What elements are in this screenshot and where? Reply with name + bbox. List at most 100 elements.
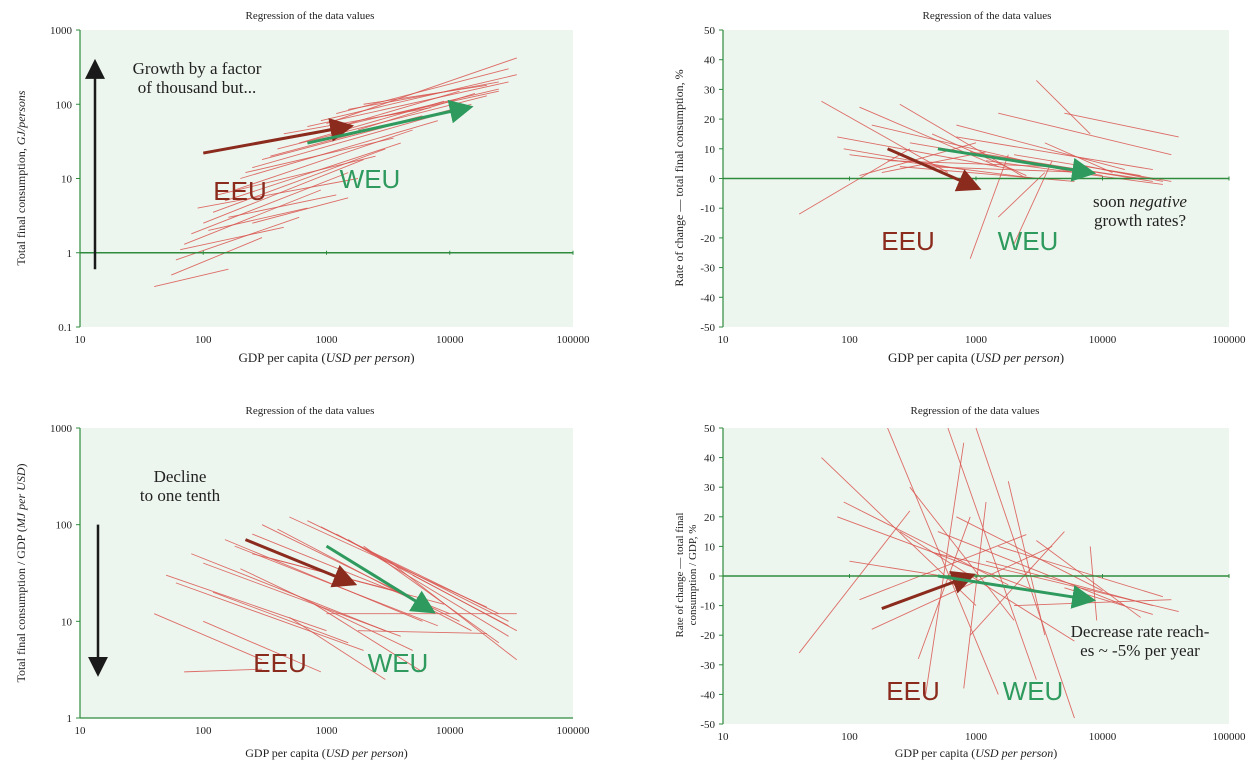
x-tick-label: 100 xyxy=(841,334,858,346)
regression-line xyxy=(245,137,394,174)
annotation-text: of thousand but... xyxy=(138,78,257,97)
y-tick-label: 20 xyxy=(704,512,716,524)
regression-line xyxy=(1064,112,1179,138)
regression-line xyxy=(203,620,322,673)
regression-line xyxy=(956,124,1125,171)
annotation-span: soon xyxy=(1093,192,1129,211)
y-tick-label: 100 xyxy=(56,99,73,111)
x-tick-label: 100000 xyxy=(557,725,591,737)
regression-line xyxy=(849,154,1037,179)
y-tick-label: 10 xyxy=(704,541,716,553)
eeu-trend-arrow xyxy=(244,538,358,588)
regression-line xyxy=(171,237,263,276)
regression-line xyxy=(909,486,1015,621)
y-axis-label-part: Total final consumption, xyxy=(14,145,28,265)
x-axis-label: GDP per capita (USD per person) xyxy=(245,746,408,760)
annotation-text: growth rates? xyxy=(1094,211,1186,230)
regression-line xyxy=(224,539,423,622)
annotation-text: to one tenth xyxy=(140,486,221,505)
x-axis-label-part: ) xyxy=(1053,746,1057,760)
x-tick-label: 100 xyxy=(841,731,858,743)
x-axis-label: GDP per capita (USD per person) xyxy=(895,746,1058,760)
eeu-label: EEU xyxy=(881,226,934,256)
x-axis-label-part: GDP per capita ( xyxy=(238,350,325,365)
regression-line xyxy=(975,427,1075,719)
regression-line xyxy=(843,501,1009,586)
chart-panel-2: Regression of the data values -50 -40 -30 -2… xyxy=(672,10,1246,365)
x-tick-label: 10000 xyxy=(436,334,464,346)
y-tick-label: 30 xyxy=(704,84,716,96)
annotation-text: Growth by a factor xyxy=(133,59,262,78)
y-tick-label: 0 xyxy=(710,571,716,583)
x-axis-label-part: GDP per capita ( xyxy=(888,350,975,365)
regression-line xyxy=(252,197,349,224)
eeu-trend-arrow xyxy=(886,147,982,192)
y-tick-label: 40 xyxy=(704,55,716,67)
x-axis-label-part: ) xyxy=(410,350,414,365)
y-axis-label-italic: MJ per USD xyxy=(14,467,28,529)
y-tick-label: -20 xyxy=(700,233,715,245)
regression-line xyxy=(412,574,509,627)
regression-line xyxy=(859,534,1027,601)
regression-line xyxy=(203,562,401,637)
x-axis-label-part: ) xyxy=(1060,350,1064,365)
eeu-label: EEU xyxy=(253,648,306,678)
regression-line xyxy=(963,501,987,689)
regression-line xyxy=(932,551,1179,612)
x-axis-label-italic: USD per person xyxy=(326,746,404,760)
regression-line xyxy=(1007,481,1046,636)
x-axis-label: GDP per capita (USD per person) xyxy=(888,350,1064,365)
regression-line xyxy=(899,531,1075,642)
y-tick-label: 10 xyxy=(61,616,73,628)
regression-line xyxy=(1013,160,1053,245)
regression-line xyxy=(821,100,949,173)
y-axis-label: consumption / GDP, % xyxy=(687,525,699,626)
x-tick-label: 1000 xyxy=(965,334,988,346)
y-tick-label: -10 xyxy=(700,203,715,215)
regression-line xyxy=(925,442,965,695)
y-axis-label-part: Rate of change — total final consumption… xyxy=(672,69,686,286)
x-tick-label: 100000 xyxy=(557,334,591,346)
chart-title: Regression of the data values xyxy=(911,405,1040,417)
x-tick-label: 1000 xyxy=(965,731,988,743)
annotation-text: es ~ -5% per year xyxy=(1080,641,1200,660)
chart-title: Regression of the data values xyxy=(246,10,375,22)
y-tick-label: 1 xyxy=(67,713,73,725)
regression-line xyxy=(1036,80,1091,135)
regression-line xyxy=(1102,169,1172,182)
weu-label: WEU xyxy=(998,226,1059,256)
regression-line xyxy=(191,172,349,235)
annotation-text: Decrease rate reach- xyxy=(1071,622,1210,641)
y-tick-label: -50 xyxy=(700,322,715,334)
regression-line xyxy=(1036,540,1141,618)
annotation-text: soon negative xyxy=(1093,192,1187,211)
regression-line xyxy=(347,539,509,637)
y-axis-label: Total final consumption, GJ/persons xyxy=(14,90,28,265)
x-axis-label-italic: USD per person xyxy=(975,350,1060,365)
regression-line xyxy=(917,516,971,660)
regression-line xyxy=(859,106,999,168)
weu-label: WEU xyxy=(1003,676,1064,706)
regression-line xyxy=(314,603,423,673)
y-tick-label: 20 xyxy=(704,114,716,126)
eeu-label: EEU xyxy=(886,676,939,706)
regression-line xyxy=(357,630,487,634)
regression-line xyxy=(887,427,999,695)
x-tick-label: 10000 xyxy=(436,725,464,737)
y-tick-label: -40 xyxy=(700,292,715,304)
eeu-trend-arrow xyxy=(202,118,355,155)
y-axis-label-italic: GJ/persons xyxy=(14,90,28,145)
x-axis-label-part: ) xyxy=(404,746,408,760)
y-axis-label-part: Total final consumption / GDP ( xyxy=(14,528,28,682)
regression-line xyxy=(1044,142,1113,173)
y-tick-label: 10 xyxy=(61,174,73,186)
y-tick-label: 1000 xyxy=(50,25,73,37)
regression-line xyxy=(217,155,376,196)
y-tick-label: 0 xyxy=(710,174,716,186)
weu-trend-arrow xyxy=(937,147,1097,182)
chart-panel-3: Regression of the data values11010010001… xyxy=(14,405,590,760)
weu-label: WEU xyxy=(368,648,429,678)
y-axis-label: Rate of change — total final consumption… xyxy=(672,69,686,286)
y-tick-label: 100 xyxy=(56,520,73,532)
eeu-trend-arrow xyxy=(881,570,976,610)
